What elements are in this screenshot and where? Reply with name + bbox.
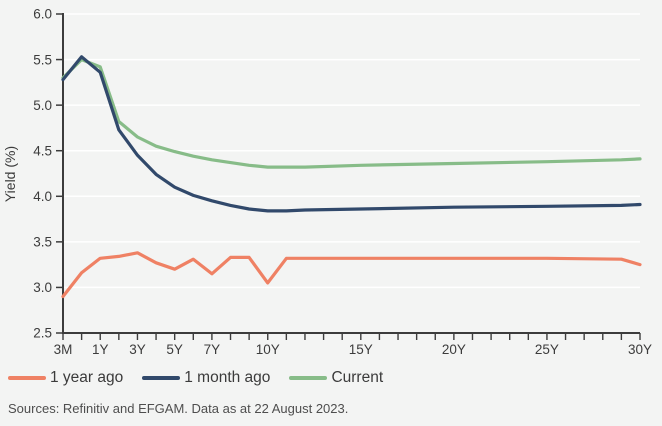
series-lines bbox=[61, 55, 642, 299]
legend-swatch-1-month-ago bbox=[142, 376, 181, 380]
x-tick-label: 25Y bbox=[535, 342, 559, 357]
axis-labels: 2.5 3.0 3.5 4.0 4.5 5.0 5.5 6.0 3M 1Y 3Y 5Y 7Y 10Y 15Y… bbox=[33, 7, 652, 357]
x-tick-label: 5Y bbox=[166, 342, 183, 357]
x-tick-label: 3M bbox=[54, 342, 73, 357]
x-tick-label: 30Y bbox=[628, 342, 652, 357]
legend-item-1-year-ago: 1 year ago bbox=[8, 369, 123, 387]
y-tick-label: 5.5 bbox=[33, 52, 52, 67]
y-axis-title: Yield (%) bbox=[2, 146, 18, 202]
series-line-1-year-ago bbox=[61, 251, 642, 299]
legend-label: Current bbox=[331, 369, 384, 386]
legend: 1 year ago 1 month ago Current bbox=[8, 369, 402, 387]
y-tick-label: 3.0 bbox=[33, 280, 52, 295]
axes bbox=[56, 13, 641, 340]
legend-item-1-month-ago: 1 month ago bbox=[142, 369, 270, 387]
x-tick-label: 15Y bbox=[349, 342, 373, 357]
legend-item-current: Current bbox=[289, 369, 383, 387]
legend-swatch-1-year-ago bbox=[8, 376, 46, 380]
series-line-current bbox=[61, 57, 642, 169]
x-tick-label: 20Y bbox=[442, 342, 466, 357]
y-tick-label: 4.5 bbox=[33, 143, 52, 158]
legend-swatch-current bbox=[289, 376, 328, 380]
legend-label: 1 year ago bbox=[50, 369, 124, 386]
y-tick-label: 6.0 bbox=[33, 7, 52, 22]
yield-curve-chart: 2.5 3.0 3.5 4.0 4.5 5.0 5.5 6.0 3M 1Y 3Y 5Y 7Y 10Y 15Y… bbox=[2, 7, 652, 357]
y-tick-label: 2.5 bbox=[33, 326, 52, 341]
x-tick-label: 3Y bbox=[129, 342, 146, 357]
legend-label: 1 month ago bbox=[184, 369, 271, 386]
x-tick-label: 7Y bbox=[204, 342, 221, 357]
y-tick-label: 5.0 bbox=[33, 98, 52, 113]
gridlines bbox=[63, 13, 640, 334]
y-tick-label: 3.5 bbox=[33, 235, 52, 250]
x-tick-label: 10Y bbox=[256, 342, 280, 357]
series-line-1-month-ago bbox=[61, 55, 642, 213]
x-tick-label: 1Y bbox=[92, 342, 109, 357]
y-tick-label: 4.0 bbox=[33, 189, 52, 204]
source-note: Sources: Refinitiv and EFGAM. Data as at… bbox=[8, 401, 349, 416]
